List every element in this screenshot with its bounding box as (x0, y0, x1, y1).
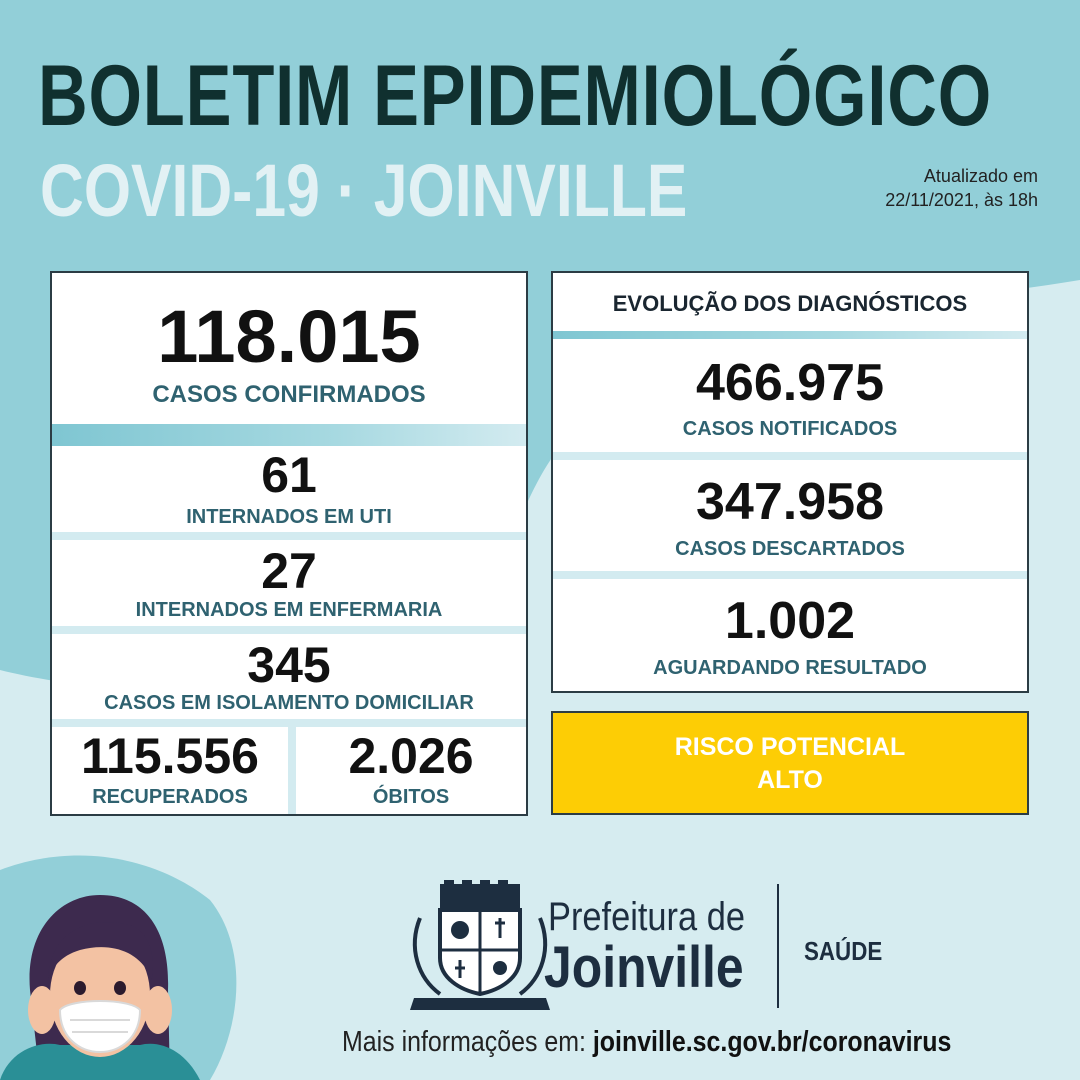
obitos-label: ÓBITOS (372, 786, 450, 808)
isolamento-label: CASOS EM ISOLAMENTO DOMICILIAR (104, 692, 474, 714)
updated-timestamp: Atualizado em 22/11/2021, às 18h (885, 164, 1038, 212)
uti-value: 61 (261, 447, 317, 503)
divider (553, 452, 1027, 460)
uti-label: INTERNADOS EM UTI (186, 506, 392, 528)
diagnostics-card: EVOLUÇÃO DOS DIAGNÓSTICOS 466.975 CASOS … (551, 271, 1029, 693)
more-info-link[interactable]: joinville.sc.gov.br/coronavirus (592, 1026, 952, 1058)
obitos-value: 2.026 (348, 728, 474, 784)
diagnostics-heading: EVOLUÇÃO DOS DIAGNÓSTICOS (612, 291, 968, 316)
joinville-crest-icon (410, 880, 550, 1010)
cases-summary-card: 118.015 CASOS CONFIRMADOS 61 INTERNADOS … (50, 271, 528, 816)
risk-value: ALTO (757, 766, 823, 794)
enfermaria-value: 27 (261, 543, 317, 599)
divider-vertical (288, 727, 296, 814)
confirmed-value: 118.015 (157, 295, 421, 378)
descartados-label: CASOS DESCARTADOS (675, 538, 905, 560)
divider (52, 424, 526, 446)
brand-name-line1: Prefeitura de (548, 895, 745, 939)
confirmed-label: CASOS CONFIRMADOS (152, 381, 426, 408)
divider (52, 532, 526, 540)
more-info-label: Mais informações em: (342, 1026, 593, 1058)
recuperados-section: 115.556 RECUPERADOS (52, 727, 288, 814)
divider (553, 571, 1027, 579)
descartados-value: 347.958 (696, 473, 884, 531)
recuperados-value: 115.556 (81, 728, 259, 784)
aguardando-value: 1.002 (724, 592, 856, 650)
more-info: Mais informações em: joinville.sc.gov.br… (342, 1024, 951, 1060)
page-subtitle: COVID-19 · JOINVILLE (40, 149, 688, 232)
woman-with-mask-illustration (0, 895, 200, 1080)
brand-divider (777, 884, 779, 1008)
notificados-value: 466.975 (696, 354, 884, 412)
aguardando-label: AGUARDANDO RESULTADO (653, 657, 927, 679)
enfermaria-label: INTERNADOS EM ENFERMARIA (135, 599, 443, 621)
divider (52, 626, 526, 634)
page-title: BOLETIM EPIDEMIOLÓGICO (38, 48, 993, 144)
isolamento-value: 345 (247, 637, 331, 693)
risk-level-badge: RISCO POTENCIAL ALTO (551, 711, 1029, 815)
divider (52, 719, 526, 727)
department-label: SAÚDE (804, 936, 883, 966)
recuperados-label: RECUPERADOS (92, 786, 248, 808)
divider (553, 331, 1027, 339)
updated-date: 22/11/2021, às 18h (885, 190, 1038, 210)
notificados-label: CASOS NOTIFICADOS (682, 418, 898, 440)
brand-name-line2: Joinville (544, 935, 744, 1000)
obitos-section: 2.026 ÓBITOS (296, 727, 526, 814)
updated-label: Atualizado em (923, 166, 1038, 186)
risk-label: RISCO POTENCIAL (674, 733, 906, 761)
